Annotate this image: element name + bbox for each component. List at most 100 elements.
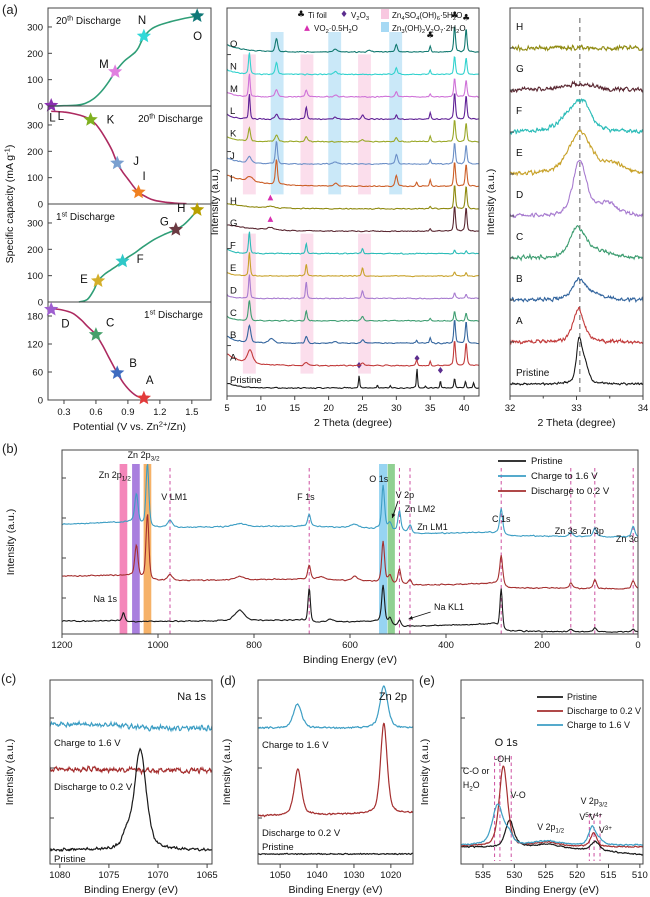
xrd-trace-O (226, 26, 479, 54)
gcd-point-D (44, 301, 59, 316)
svg-text:F: F (230, 241, 236, 252)
svg-text:Pristine: Pristine (531, 456, 563, 467)
xps-highlight-bar (379, 464, 388, 634)
svg-text:V LM1: V LM1 (161, 492, 187, 502)
svg-text:2 Theta (degree): 2 Theta (degree) (537, 417, 615, 429)
svg-text:B: B (230, 330, 236, 341)
svg-text:A: A (516, 316, 523, 327)
svg-text:Potential (V vs. Zn2+/Zn): Potential (V vs. Zn2+/Zn) (73, 419, 186, 433)
svg-text:10: 10 (256, 403, 267, 414)
svg-text:200: 200 (27, 49, 43, 60)
svg-text:J: J (133, 156, 139, 168)
svg-text:V 2p: V 2p (396, 490, 415, 500)
svg-text:Specific capacity (mA g-1): Specific capacity (mA g-1) (2, 145, 16, 264)
svg-text:32: 32 (505, 403, 516, 414)
svg-text:H: H (230, 196, 237, 207)
svg-text:525: 525 (538, 870, 554, 881)
svg-text:5: 5 (224, 403, 229, 414)
svg-text:Pristine: Pristine (516, 368, 550, 379)
gcd-point-H (190, 202, 205, 216)
svg-text:♦: ♦ (340, 10, 348, 20)
xrd-zoom-trace-D (509, 159, 644, 219)
svg-text:Intensity (a.u.): Intensity (a.u.) (5, 509, 17, 576)
svg-text:1065: 1065 (197, 870, 218, 881)
svg-text:Zn 3d: Zn 3d (616, 534, 639, 544)
svg-text:K: K (230, 129, 237, 140)
xps-survey-trace-Pristine (61, 584, 639, 633)
svg-text:I: I (230, 173, 233, 184)
xps-trace-Discharge-to-0.2-V (49, 765, 213, 776)
panel-tag-d: (d) (220, 673, 236, 688)
svg-text:F: F (137, 254, 144, 266)
xrd-trace-Pristine (226, 368, 479, 390)
svg-text:V4+: V4+ (589, 812, 602, 822)
svg-text:H: H (516, 22, 523, 33)
gcd-curves-chart: 0 100 200 300 20th Discharge L M N O 0 100 200 300 20… (2, 7, 212, 433)
xps-survey-chart: Zn 2p1/2 Zn 2p3/2 V LM1 F 1s O 1s V 2p Zn LM2 Z… (5, 449, 641, 666)
svg-text:L: L (230, 106, 235, 117)
svg-text:1000: 1000 (147, 640, 168, 651)
xrd-zoom-trace-A (509, 306, 644, 346)
xps-trace-Pristine (257, 852, 414, 856)
xrd-trace-I (226, 159, 480, 188)
xrd-zoom-trace-B (509, 276, 644, 303)
svg-text:1080: 1080 (49, 870, 70, 881)
xrd-trace-H (226, 185, 480, 210)
svg-text:J: J (230, 151, 235, 162)
svg-text:♣: ♣ (451, 11, 459, 21)
svg-text:Na KL1: Na KL1 (434, 602, 464, 612)
xps-trace-Charge-to-1.6-V (258, 685, 414, 730)
xrd-highlight-band (358, 233, 371, 374)
gcd-point-E (90, 273, 106, 287)
svg-text:34: 34 (638, 403, 649, 414)
svg-text:K: K (107, 115, 115, 127)
svg-text:530: 530 (506, 870, 522, 881)
svg-text:O 1s: O 1s (369, 474, 389, 484)
svg-text:E: E (230, 263, 236, 274)
svg-text:D: D (230, 285, 237, 296)
svg-text:Intensity (a.u.): Intensity (a.u.) (4, 739, 16, 806)
xrd-highlight-band (242, 54, 256, 195)
xps-o1s-chart: O 1s -OH C-O or H2O V-O V 2p1/2 V 2p3/2 V5+V4+ V… (419, 679, 648, 896)
xps-survey-trace-Discharge-to-0.2-V (61, 514, 639, 590)
svg-text:1030: 1030 (343, 870, 364, 881)
xrd-zoom-trace-F (509, 98, 644, 136)
panel-tag-a: (a) (2, 2, 18, 17)
svg-text:Pristine: Pristine (262, 842, 294, 853)
xrd-trace-L (226, 93, 479, 121)
xps-trace-Discharge-to-0.2-V (257, 722, 414, 818)
svg-text:1070: 1070 (147, 870, 168, 881)
svg-text:40: 40 (459, 403, 470, 414)
svg-text:Discharge to 0.2 V: Discharge to 0.2 V (531, 486, 610, 497)
svg-text:V-O: V-O (511, 790, 526, 800)
xrd-trace-D (226, 274, 480, 300)
svg-text:600: 600 (342, 640, 358, 651)
svg-text:N: N (230, 61, 237, 72)
xrd-zoom-trace-G (509, 80, 644, 94)
svg-text:Binding Energy (eV): Binding Energy (eV) (303, 654, 397, 666)
svg-text:0.9: 0.9 (121, 407, 134, 418)
gcd-point-I (131, 184, 146, 199)
svg-text:O: O (193, 31, 202, 43)
xrd-trace-G (226, 206, 480, 233)
svg-text:G: G (230, 218, 237, 229)
xrd-zoom-trace-H (509, 43, 644, 53)
svg-text:C 1s: C 1s (492, 514, 511, 524)
xps-survey-trace-Charge-to-1.6-V (61, 463, 639, 538)
gcd-curve-3 (51, 307, 145, 400)
panel-tag-e: (e) (419, 673, 435, 688)
svg-text:0: 0 (38, 102, 43, 113)
svg-text:F 1s: F 1s (297, 492, 315, 502)
xps-highlight-bar (119, 464, 128, 634)
svg-text:20th Discharge: 20th Discharge (138, 112, 203, 126)
svg-text:F: F (516, 106, 522, 117)
svg-text:B: B (129, 358, 137, 370)
svg-text:O: O (230, 39, 237, 50)
svg-text:0: 0 (38, 200, 43, 211)
svg-text:2 Theta (degree): 2 Theta (degree) (314, 417, 392, 429)
xrd-trace-A (226, 341, 480, 367)
svg-text:1075: 1075 (98, 870, 119, 881)
svg-text:Zn LM2: Zn LM2 (405, 504, 436, 514)
gcd-point-N (136, 28, 152, 43)
